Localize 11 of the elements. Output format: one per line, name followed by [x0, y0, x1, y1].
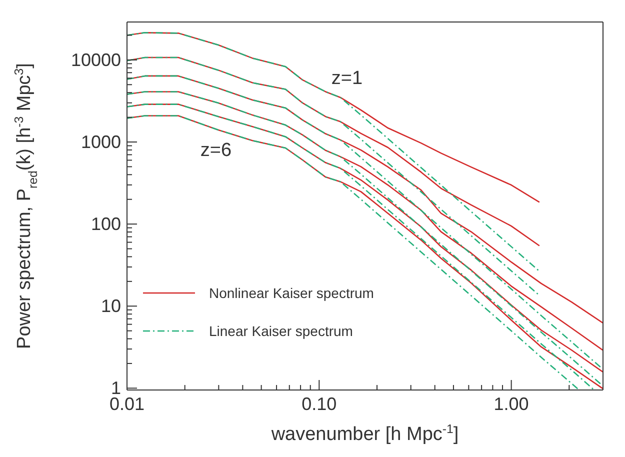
- y-tick-label: 100: [90, 214, 121, 234]
- y-tick-label: 1000: [80, 132, 121, 152]
- x-axis-title: wavenumber [h Mpc$^{-1}$]: [270, 422, 459, 445]
- legend-label: Nonlinear Kaiser spectrum: [209, 285, 374, 301]
- y-tick-label: 10: [100, 296, 121, 316]
- x-tick-label: 0.10: [302, 394, 337, 414]
- annotation: z=6: [200, 140, 232, 161]
- y-tick-label: 10000: [70, 50, 121, 70]
- legend-label: Linear Kaiser spectrum: [209, 323, 353, 339]
- annotation: z=1: [331, 68, 363, 89]
- x-tick-label: 1.00: [494, 394, 529, 414]
